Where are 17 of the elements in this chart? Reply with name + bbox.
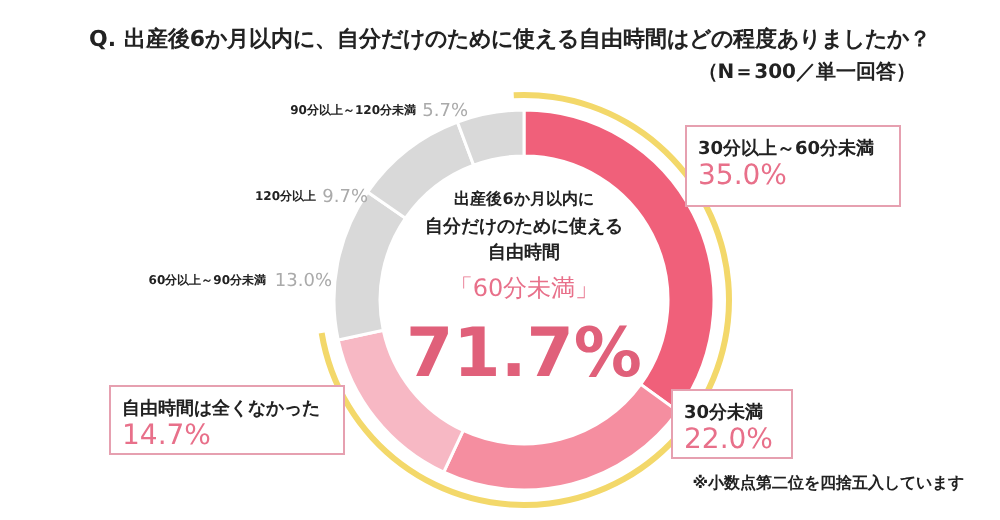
chart-title: Q. 出産後6か月以内に、自分だけのために使える自由時間はどの程度ありましたか？	[88, 26, 932, 52]
data-label: 22.0%	[684, 424, 773, 456]
data-label: 13.0%	[274, 272, 333, 292]
text: 自分だけのために使える	[425, 216, 623, 238]
slice-label: 30分以上～60分未満	[698, 138, 875, 160]
slice-label: 自由時間は全くなかった	[122, 398, 320, 420]
text: 「60分未満」	[448, 274, 600, 302]
data-label: 9.7%	[322, 188, 369, 208]
text: 自由時間	[488, 242, 560, 264]
chart-subtitle: （N＝300／単一回答）	[697, 60, 916, 84]
text: 出産後6か月以内に	[454, 188, 594, 208]
slice-label: 30分未満	[684, 402, 764, 424]
text: ※小数点第二位を四捨五入しています	[692, 474, 964, 492]
data-label: 35.0%	[698, 160, 787, 192]
data-label: 14.7%	[122, 420, 211, 452]
data-label: 5.7%	[422, 102, 469, 122]
text: 71.7%	[406, 314, 642, 394]
